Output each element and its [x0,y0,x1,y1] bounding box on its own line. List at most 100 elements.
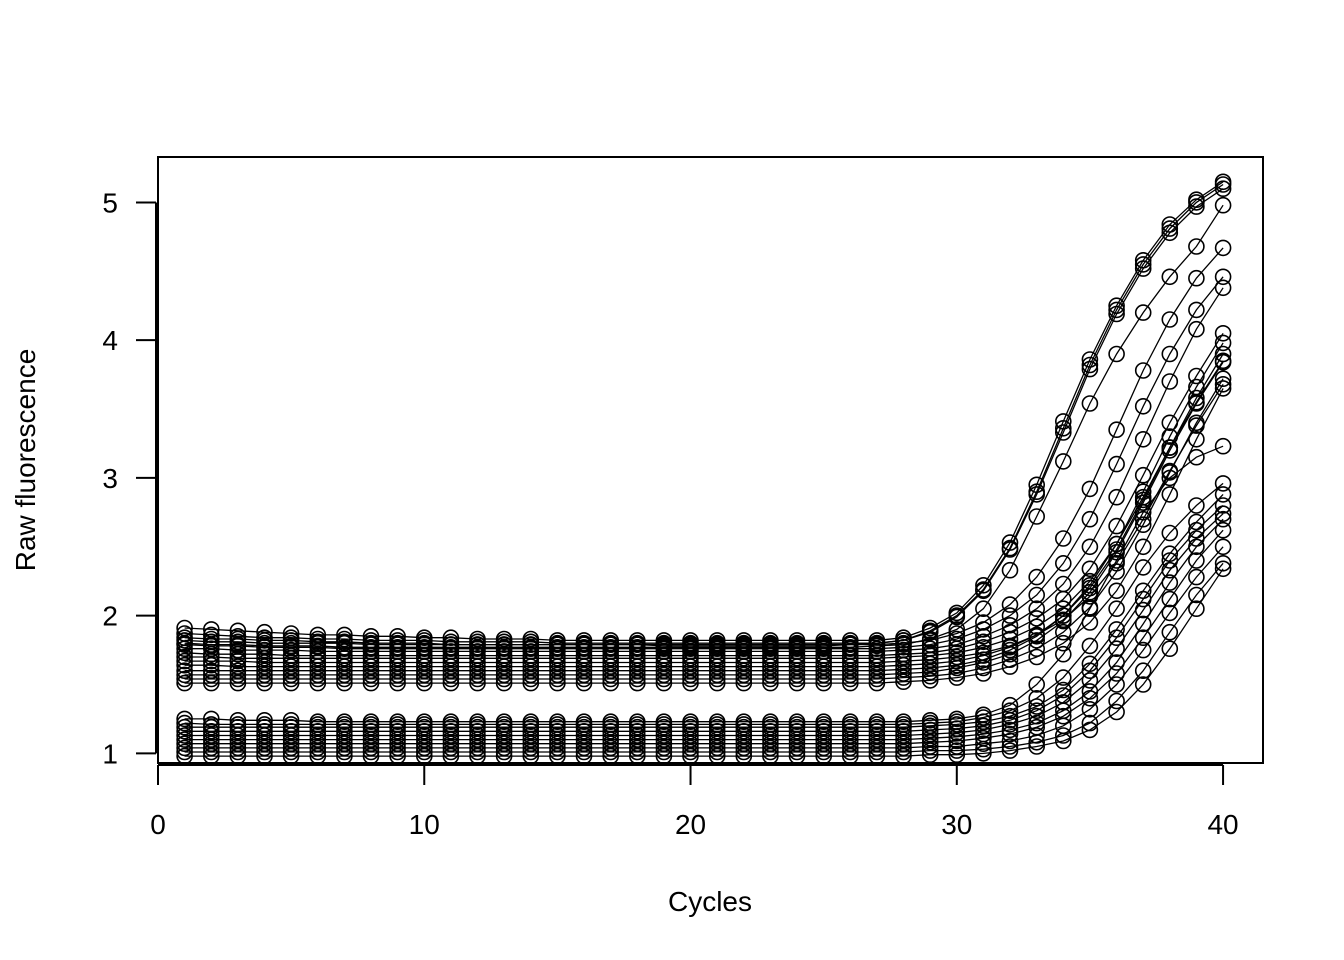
series-line [184,276,1224,650]
data-point [1108,552,1125,569]
data-point [1081,700,1099,718]
x-tick-label: 20 [675,809,706,840]
data-point [1028,610,1045,627]
series-25 [176,560,1232,765]
data-point [229,743,247,761]
data-point [1081,689,1099,707]
data-point [815,636,833,653]
data-point [655,670,673,688]
data-point [788,662,806,680]
data-point [1188,389,1205,407]
data-point [575,636,593,653]
data-point [628,735,646,753]
data-point [841,727,859,744]
y-tick-label: 3 [102,463,118,494]
data-point [549,670,566,688]
series-4 [176,196,1232,656]
data-point [1055,554,1072,572]
series-line [184,388,1224,684]
data-point [575,747,593,765]
data-point [1108,305,1125,323]
data-point [735,747,753,765]
data-point [815,666,833,684]
data-point [495,731,513,748]
data-point [815,722,833,740]
data-point [841,670,859,688]
data-point [229,633,247,651]
data-point [495,722,513,740]
data-point [549,731,566,748]
data-point [815,662,833,680]
data-point [495,666,513,684]
data-point [1001,711,1019,729]
data-point [256,654,273,671]
data-point [1214,345,1232,363]
data-point [735,670,753,688]
data-point [762,747,779,765]
data-point [282,747,300,765]
data-point [362,674,380,692]
data-point [1001,742,1019,759]
data-point [868,747,886,765]
data-point [1134,538,1152,556]
data-point [1028,714,1045,732]
data-point [841,649,859,667]
data-point [628,747,646,765]
data-point [1001,658,1019,675]
data-point [1161,311,1179,328]
data-point [256,662,273,680]
data-point [841,658,859,675]
data-point [788,674,806,692]
data-point [628,727,646,744]
data-point [203,739,220,757]
data-point [841,674,859,692]
data-point [1108,665,1125,682]
data-point [1161,268,1179,286]
data-point [921,672,939,689]
data-point [682,649,699,667]
data-point [549,674,566,692]
series-21 [176,510,1232,748]
data-point [442,662,460,680]
data-point [522,731,540,748]
data-point [1161,486,1179,503]
data-point [495,747,513,765]
data-point [309,731,327,748]
data-point [921,725,939,743]
data-point [336,731,353,748]
data-point [389,727,406,744]
data-point [495,649,513,667]
data-point [1081,480,1099,498]
data-point [655,727,673,744]
data-point [628,674,646,692]
data-point [735,666,753,684]
series-23 [176,538,1232,757]
data-point [602,636,620,653]
data-point [442,735,460,753]
data-point [602,666,620,684]
data-point [203,670,220,688]
data-point [1134,483,1152,501]
data-point [602,718,620,736]
data-point [788,727,806,744]
data-point [921,742,939,759]
data-point [682,636,699,653]
data-point [1108,582,1125,600]
data-point [921,738,939,755]
data-point [1134,256,1152,273]
data-point [415,670,433,688]
data-point [309,662,327,680]
data-point [1108,640,1125,658]
data-point [1001,702,1019,720]
data-point [442,674,460,692]
data-point [282,739,300,757]
data-point [655,649,673,667]
data-point [1214,497,1232,514]
data-point [575,654,593,671]
data-point [1028,508,1045,525]
data-point [868,739,886,757]
series-15 [176,380,1232,692]
data-point [762,649,779,667]
data-point [655,731,673,748]
data-point [309,735,327,753]
